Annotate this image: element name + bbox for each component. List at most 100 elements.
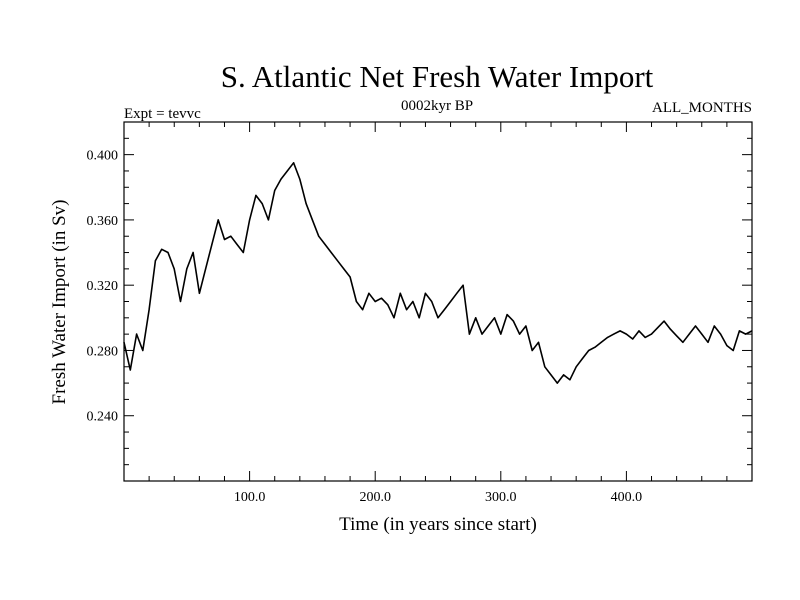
data-point	[726, 345, 728, 347]
data-point	[198, 292, 200, 294]
data-point	[431, 300, 433, 303]
y-tick-label: 0.240	[87, 410, 119, 425]
data-point	[625, 333, 628, 335]
subtitle-experiment: Expt = tevvc	[124, 106, 201, 122]
data-point	[406, 309, 408, 311]
data-point	[393, 317, 395, 319]
data-point	[456, 292, 458, 294]
data-point	[186, 268, 188, 270]
data-point	[713, 325, 715, 327]
data-point	[412, 300, 414, 303]
data-point	[701, 333, 703, 335]
data-point	[311, 219, 313, 221]
data-point	[318, 235, 320, 237]
subtitle-months: ALL_MONTHS	[652, 100, 752, 116]
data-point	[745, 333, 747, 335]
data-point	[368, 292, 370, 294]
data-point	[129, 369, 131, 371]
chart-title: S. Atlantic Net Fresh Water Import	[221, 59, 654, 94]
x-tick-label: 100.0	[234, 490, 266, 505]
data-point	[380, 297, 383, 299]
data-point	[123, 341, 125, 343]
data-point	[249, 219, 251, 221]
data-point	[418, 317, 420, 319]
data-point	[619, 330, 621, 332]
data-point	[148, 309, 150, 311]
data-point	[424, 292, 426, 294]
x-tick-label: 400.0	[611, 490, 643, 505]
data-point	[142, 349, 144, 352]
data-point	[305, 203, 307, 205]
data-point	[230, 235, 232, 237]
y-axis-ticks: 0.240 0.280 0.320 0.360 0.400	[87, 121, 752, 466]
data-point	[682, 341, 684, 343]
data-point	[607, 336, 609, 338]
data-point	[192, 251, 194, 254]
data-point	[493, 317, 496, 319]
data-point	[632, 338, 634, 340]
data-point	[650, 333, 653, 335]
data-point	[274, 189, 276, 192]
data-point	[475, 317, 477, 319]
data-point	[720, 333, 722, 335]
data-point	[217, 219, 219, 221]
data-point	[688, 333, 690, 335]
data-point	[525, 325, 527, 327]
data-point	[600, 341, 602, 343]
data-point	[594, 346, 596, 348]
data-point	[676, 335, 678, 337]
data-point	[544, 366, 546, 368]
y-tick-label: 0.280	[87, 344, 119, 359]
data-point	[550, 374, 552, 376]
data-point	[751, 330, 753, 332]
data-point	[581, 358, 584, 360]
data-point	[179, 300, 182, 303]
data-point	[738, 330, 741, 332]
data-point	[443, 309, 445, 311]
data-point	[261, 203, 263, 205]
data-point	[336, 260, 339, 262]
data-point	[205, 268, 207, 270]
data-point	[242, 251, 244, 254]
data-point	[299, 178, 301, 180]
data-point	[512, 320, 515, 322]
data-point	[556, 382, 558, 384]
data-point	[481, 333, 483, 335]
data-point	[669, 328, 672, 330]
data-point	[161, 248, 163, 250]
data-point	[236, 243, 238, 245]
data-point	[588, 349, 590, 352]
data-point	[211, 243, 213, 245]
data-point	[575, 366, 577, 368]
data-point	[223, 238, 226, 241]
data-point	[349, 276, 351, 278]
data-point	[732, 349, 734, 352]
data-point	[267, 219, 269, 221]
series-line-group	[123, 162, 753, 384]
data-point	[613, 333, 615, 335]
y-tick-label: 0.360	[87, 214, 119, 229]
plot-frame	[123, 121, 753, 482]
y-axis-label: Fresh Water Import (in Sv)	[49, 200, 70, 405]
data-point	[569, 379, 571, 381]
data-point	[506, 314, 508, 316]
data-point	[387, 304, 389, 306]
x-tick-label: 200.0	[359, 490, 391, 505]
y-tick-label: 0.400	[87, 149, 119, 164]
data-point	[657, 327, 659, 329]
data-point	[537, 341, 540, 343]
data-point	[167, 251, 169, 254]
data-point	[500, 333, 502, 335]
data-point	[374, 300, 376, 303]
data-point	[343, 268, 345, 270]
data-point	[468, 333, 470, 335]
data-point	[293, 162, 295, 164]
data-point	[173, 268, 175, 270]
data-point	[694, 325, 697, 327]
data-point	[437, 317, 439, 319]
data-point	[644, 336, 646, 338]
data-point	[355, 300, 357, 303]
data-point	[487, 325, 489, 327]
data-point	[286, 170, 288, 172]
data-point	[462, 284, 464, 286]
